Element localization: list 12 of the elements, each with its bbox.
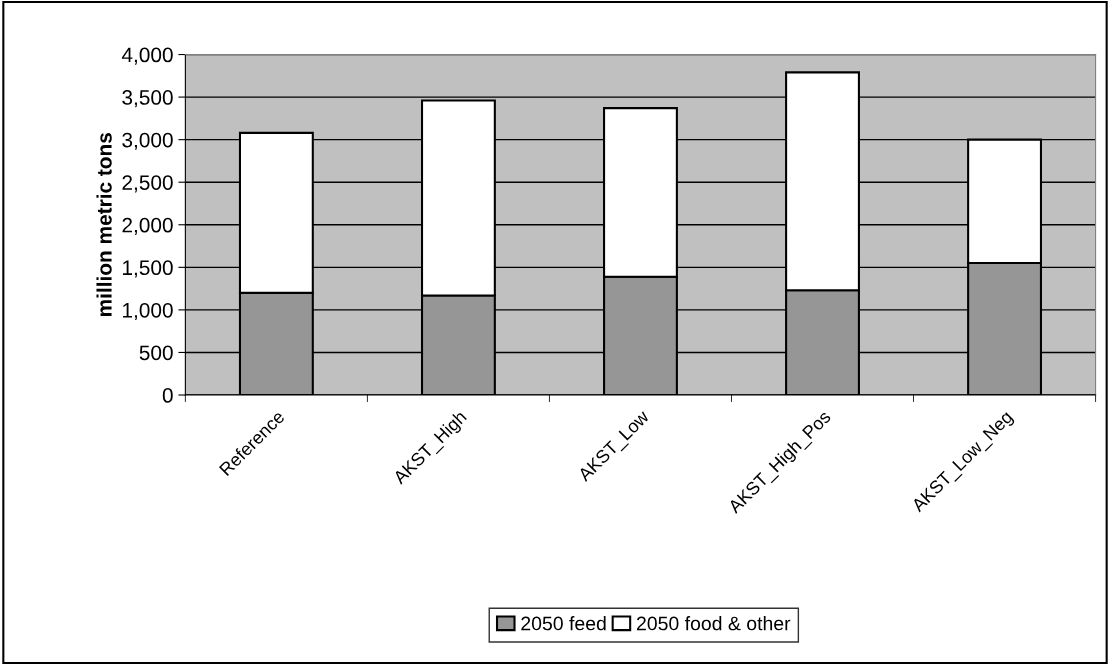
y-tick-label: 1,000 [123, 302, 173, 321]
y-tick-label: 3,500 [122, 90, 173, 108]
legend-label: 2050 food & other [636, 616, 791, 631]
y-tick-label: 0 [162, 388, 173, 403]
y-tick-label: 2,000 [122, 217, 173, 235]
y-tick-label: 2,500 [122, 175, 173, 193]
y-tick-label: 1,500 [123, 260, 173, 278]
y-tick-label: 3,000 [122, 132, 173, 150]
y-axis-title: million metric tons [96, 133, 112, 316]
y-tick-label: 500 [139, 345, 173, 361]
y-tick-label: 4,000 [121, 47, 173, 65]
legend-label: 2050 feed [521, 616, 606, 631]
